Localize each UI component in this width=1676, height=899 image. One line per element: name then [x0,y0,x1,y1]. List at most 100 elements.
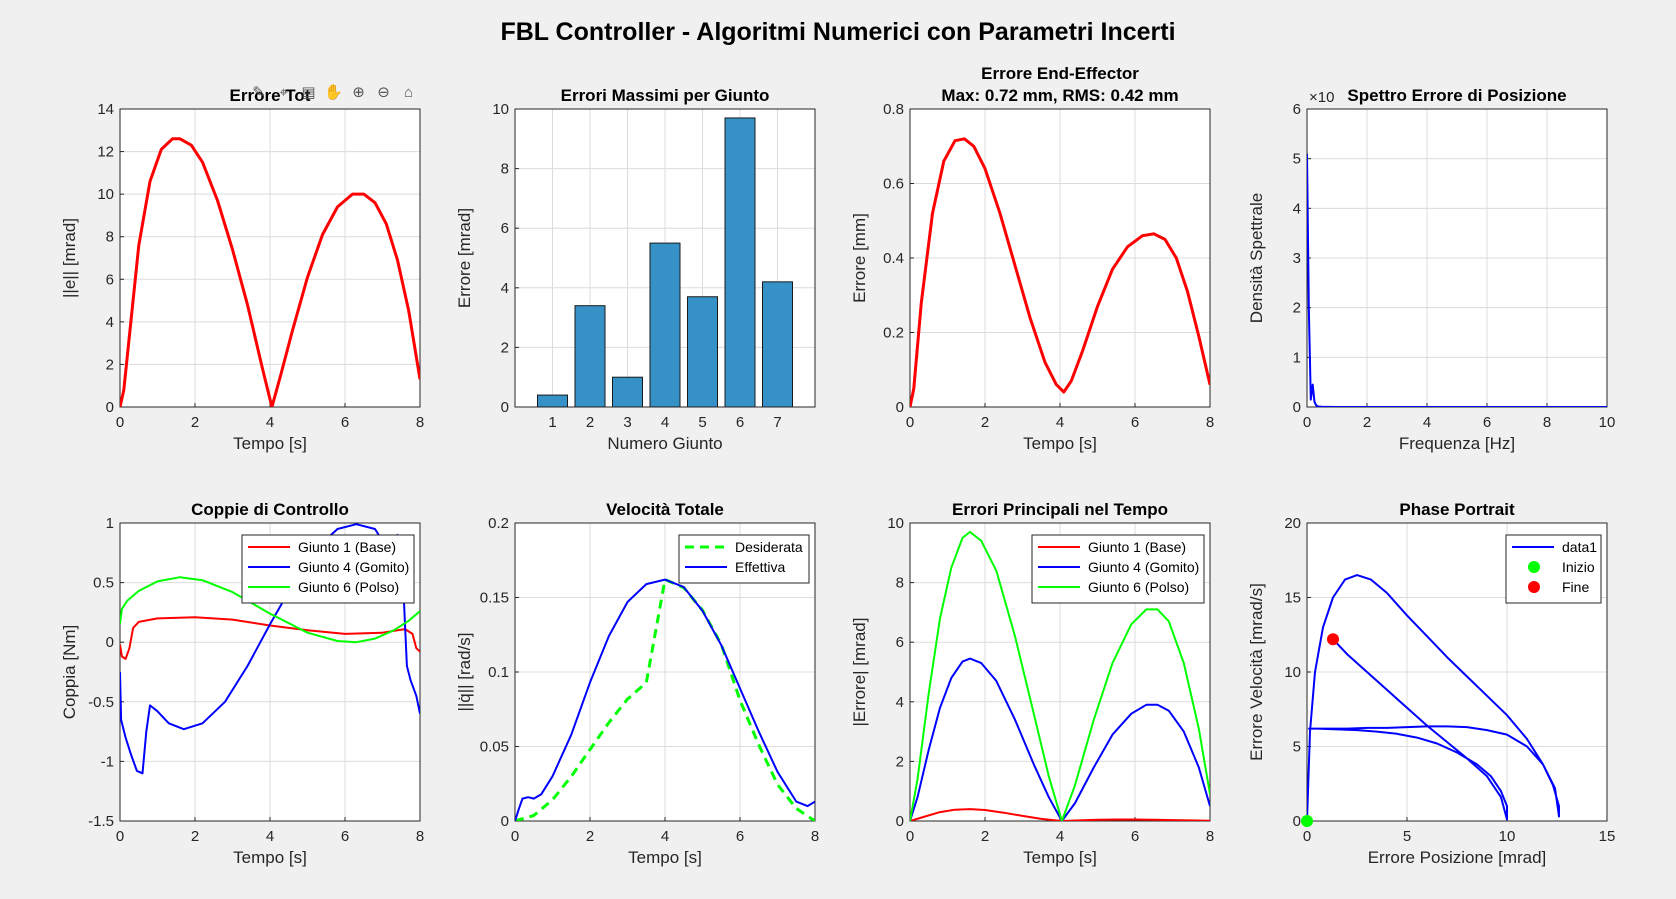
y-tick-label: 15 [1284,590,1301,607]
y-axis-label: Densità Spettrale [1247,193,1266,323]
x-tick-label: 6 [736,828,744,845]
x-tick-label: 5 [1403,828,1411,845]
bar-joint-3[interactable] [612,376,643,407]
y-tick-label: 2 [106,356,114,373]
zoom-in-icon[interactable]: ⊕ [352,84,365,101]
y-tick-label: 4 [896,694,904,711]
home-icon[interactable]: ⌂ [403,84,414,101]
x-tick-label: 8 [1206,414,1214,431]
y-tick-label: 4 [501,280,509,297]
marker-inizio[interactable] [1301,815,1313,827]
y-tick-label: 10 [887,515,904,532]
y-tick-label: 14 [97,101,114,118]
y-tick-label: 0 [1293,399,1301,416]
y-tick-label: 12 [97,144,114,161]
series-line-giunto-6-polso-[interactable] [910,530,1210,821]
axes-title: Phase Portrait [1399,500,1515,519]
y-tick-label: 0.15 [480,590,509,607]
x-tick-label: 10 [1599,414,1616,431]
axes-border [1306,522,1608,822]
x-tick-label: 3 [623,414,631,431]
x-tick-label: 7 [773,414,781,431]
bar-joint-4[interactable] [649,242,681,407]
y-tick-label: 10 [1284,664,1301,681]
legend[interactable]: Giunto 1 (Base) Giunto 4 (Gomito) Giunto 6… [241,534,415,604]
x-tick-label: 2 [981,414,989,431]
data-tips-icon[interactable]: ⌖ [279,84,288,101]
axes-p5: 0 2 4 6 8 -1.5 -1 -0.5 0 0.5 1 Coppie di Controllo T… [60,500,424,867]
legend-marker [1528,581,1540,593]
y-axis-label: Coppia [Nm] [60,625,79,719]
series-line-giunto-4-gomito-[interactable] [910,657,1210,821]
x-axis-label: Tempo [s] [233,848,307,867]
series-line-giunto-1-base-[interactable] [910,808,1210,821]
copy-icon[interactable]: ▤ [301,84,316,101]
zoom-out-icon[interactable]: ⊖ [377,84,390,101]
figure-title: FBL Controller - Algoritmi Numerici con … [500,18,1176,46]
series-line-giunto-1-base-[interactable] [120,616,420,660]
marker-fine[interactable] [1327,633,1339,646]
bar-joint-7[interactable] [762,281,793,407]
y-tick-label: 6 [896,634,904,651]
brush-icon[interactable]: ✎ [252,84,265,101]
y-tick-label: 0 [106,634,114,651]
y-axis-label: Errore [mm] [850,213,869,303]
series-line-effettiva[interactable] [515,578,815,821]
bar-joint-6[interactable] [724,117,756,407]
y-tick-label: 2 [1293,300,1301,317]
axes-p2: 1 2 3 4 5 6 7 0 2 4 6 8 10 Errori Massimi per Giunto N… [455,86,816,453]
axes-p6: 0 2 4 6 8 0 0.05 0.1 0.15 0.2 Velocità Totale Tempo… [455,500,819,867]
series-line-data1[interactable] [1307,574,1560,821]
x-axis-label: Tempo [s] [1023,848,1097,867]
y-tick-label: 8 [501,161,509,178]
y-tick-label: 6 [106,271,114,288]
bar-joint-5[interactable] [687,296,718,407]
x-tick-label: 10 [1499,828,1516,845]
x-tick-label: 0 [906,414,914,431]
y-tick-label: 0.2 [883,325,904,342]
x-tick-label: 8 [416,828,424,845]
series-line-0[interactable] [120,137,420,407]
y-tick-label: -1.5 [88,813,114,830]
bar-joint-2[interactable] [574,305,606,407]
axes-title: Errori Principali nel Tempo [952,500,1168,519]
x-tick-label: 0 [1303,828,1311,845]
x-tick-label: 2 [191,828,199,845]
y-tick-label: 0.1 [488,664,509,681]
axes-title: Velocità Totale [606,500,724,519]
bar-joint-1[interactable] [537,394,568,407]
legend-entry: Giunto 4 (Gomito) [298,559,409,575]
y-tick-label: 1 [106,515,114,532]
legend[interactable]: Desiderata Effettiva [678,534,810,584]
x-tick-label: 0 [116,414,124,431]
series-line-0[interactable] [1307,153,1607,407]
legend[interactable]: Giunto 1 (Base) Giunto 4 (Gomito) Giunto 6… [1031,534,1205,604]
x-tick-label: 5 [698,414,706,431]
legend-marker [1528,561,1540,573]
y-tick-label: 4 [106,314,114,331]
axes-p1: 0 2 4 6 8 0 2 4 6 8 10 12 14 Errore Tot Tempo [s] ||e||… [60,86,424,453]
series-line-desiderata[interactable] [515,578,815,821]
y-tick-label: 0 [1293,813,1301,830]
pan-hand-icon[interactable]: ✋ [324,84,343,101]
y-axis-label: ||q̇|| [rad/s] [455,632,474,711]
legend[interactable]: data1 Inizio Fine [1505,534,1602,604]
y-tick-label: 20 [1284,515,1301,532]
x-tick-label: 6 [1131,414,1139,431]
plot-content [1307,153,1607,407]
y-tick-label: 8 [106,229,114,246]
y-tick-label: 0.5 [93,575,114,592]
x-tick-label: 6 [341,828,349,845]
x-tick-label: 0 [1303,414,1311,431]
legend-entry: Giunto 6 (Polso) [1088,579,1189,595]
series-line-0[interactable] [910,137,1210,407]
y-tick-label: 0 [501,813,509,830]
axes-border [909,108,1211,408]
y-axis-label: |Errore| [mrad] [850,618,869,727]
x-tick-label: 2 [191,414,199,431]
axes-title: Errore End-Effector [981,64,1139,83]
x-tick-label: 4 [1056,828,1064,845]
axes-title: Errori Massimi per Giunto [561,86,770,105]
axes-border [514,522,816,822]
